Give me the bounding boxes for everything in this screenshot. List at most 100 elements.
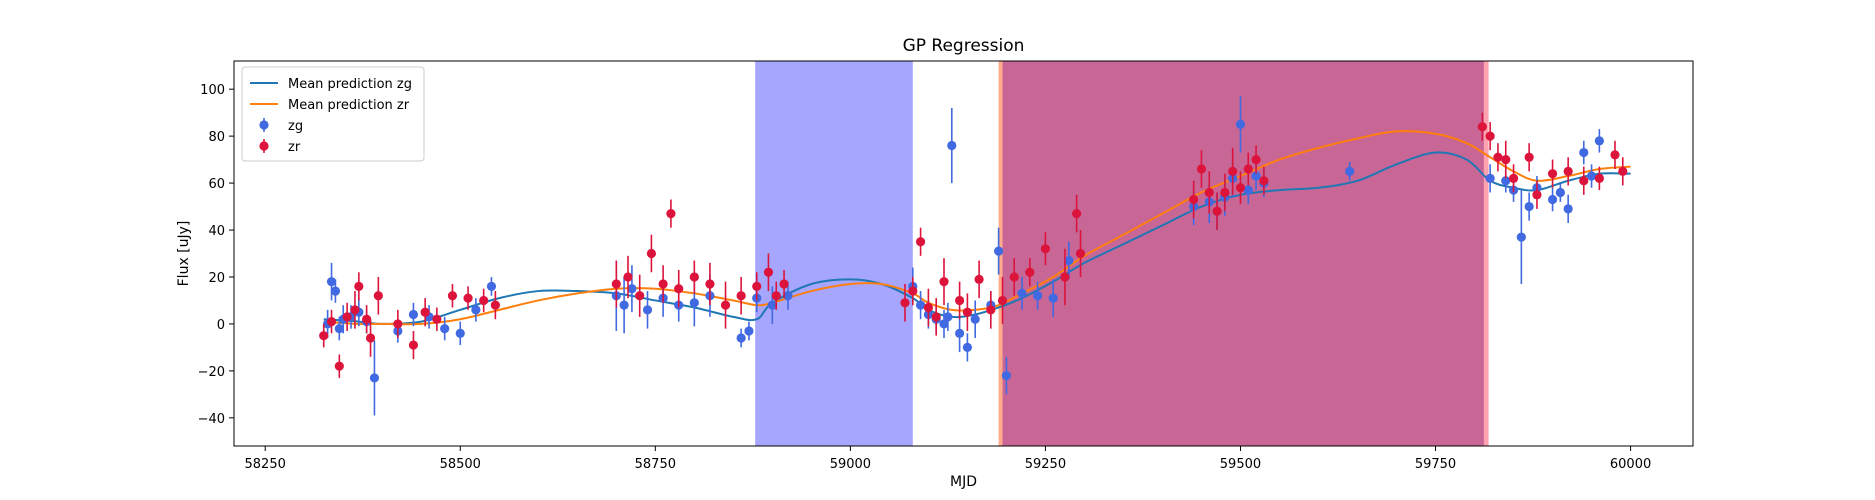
- data-point-zr: [666, 208, 676, 219]
- data-point-zr: [923, 302, 933, 313]
- data-point-zr: [1220, 187, 1230, 198]
- data-point-zg: [1579, 147, 1589, 158]
- legend-label: zg: [288, 119, 303, 134]
- chart-title: GP Regression: [903, 36, 1025, 56]
- x-tick-label: 59250: [1025, 457, 1066, 472]
- data-point-zg: [947, 140, 957, 151]
- data-point-zr: [1025, 267, 1035, 277]
- data-point-zr: [1040, 244, 1051, 254]
- data-point-zr: [1610, 150, 1620, 160]
- data-point-zr: [771, 291, 781, 301]
- data-point-zg: [994, 246, 1004, 256]
- data-point-zr: [752, 281, 762, 291]
- data-point-zr: [986, 305, 996, 315]
- y-tick-label: 80: [208, 130, 225, 145]
- x-tick-label: 58500: [440, 457, 481, 472]
- data-point-zr: [1075, 248, 1086, 259]
- shaded-region: [755, 61, 913, 446]
- data-point-zg: [1516, 232, 1526, 242]
- data-point-zr: [1243, 164, 1253, 174]
- data-point-zg: [1501, 176, 1511, 186]
- data-point-zr: [1594, 173, 1604, 183]
- data-point-zr: [908, 286, 918, 296]
- data-point-zr: [939, 277, 949, 287]
- legend-box: [241, 66, 425, 162]
- data-point-zr: [1212, 206, 1222, 216]
- y-tick-label: 100: [200, 83, 225, 98]
- data-point-zg: [1555, 187, 1565, 198]
- data-point-zr: [954, 295, 965, 306]
- data-point-zr: [705, 279, 715, 289]
- data-point-zr: [1532, 190, 1542, 200]
- y-tick-label: −20: [198, 365, 225, 380]
- shaded-region: [1002, 61, 1484, 446]
- data-point-zr: [1072, 208, 1082, 219]
- data-point-zg: [369, 373, 380, 383]
- data-point-zr: [490, 300, 500, 310]
- data-point-zr: [1204, 187, 1214, 198]
- data-point-zg: [486, 281, 497, 291]
- data-point-zr: [931, 312, 941, 322]
- data-point-zg: [689, 298, 699, 308]
- legend-swatch-marker: [259, 120, 269, 130]
- data-point-zg: [1243, 185, 1253, 195]
- data-point-zr: [658, 279, 668, 289]
- data-point-zr: [1579, 176, 1589, 186]
- data-point-zr: [354, 281, 364, 291]
- data-point-zr: [962, 307, 973, 317]
- data-point-zr: [674, 284, 684, 294]
- data-point-zr: [1196, 164, 1207, 174]
- x-axis-ticks: 58250 58500 58750 59000 59250 59500 59750 60000: [245, 446, 1651, 472]
- x-tick-label: 59000: [830, 457, 871, 472]
- data-point-zr: [915, 237, 926, 247]
- data-point-zg: [619, 300, 629, 310]
- data-point-zg: [767, 300, 777, 310]
- data-point-zr: [1563, 166, 1573, 176]
- data-point-zr: [623, 272, 633, 282]
- data-point-zr: [1259, 176, 1269, 186]
- data-point-zr: [463, 293, 473, 303]
- data-point-zr: [408, 340, 419, 350]
- data-point-zg: [455, 328, 465, 338]
- legend-label: Mean prediction zr: [288, 98, 410, 113]
- data-point-zr: [432, 314, 442, 324]
- data-point-zg: [1235, 119, 1246, 129]
- data-point-zr: [342, 312, 352, 322]
- data-points: [319, 96, 1628, 416]
- data-point-zr: [1189, 194, 1199, 205]
- data-point-zg: [943, 312, 953, 322]
- data-point-zr: [1508, 173, 1519, 183]
- data-point-zr: [611, 279, 621, 289]
- data-point-zg: [326, 277, 337, 287]
- data-point-zg: [939, 319, 949, 329]
- data-point-zr: [1235, 183, 1246, 193]
- shaded-region: [1483, 61, 1489, 446]
- data-point-zg: [1064, 255, 1074, 266]
- x-tick-label: 60000: [1610, 457, 1651, 472]
- data-point-zg: [1048, 293, 1058, 303]
- y-tick-label: 60: [208, 177, 225, 192]
- data-point-zg: [1033, 291, 1043, 301]
- data-point-zr: [479, 295, 489, 306]
- data-point-zg: [334, 324, 344, 334]
- data-point-zg: [1251, 171, 1261, 181]
- legend: Mean prediction zg Mean prediction zr zg zr: [241, 66, 425, 162]
- data-point-zr: [689, 272, 699, 282]
- shaded-regions: [755, 61, 1489, 446]
- y-tick-label: 20: [208, 271, 225, 286]
- data-point-zg: [1017, 288, 1027, 299]
- data-point-zr: [365, 333, 376, 343]
- y-tick-label: 0: [217, 318, 225, 333]
- data-point-zg: [1001, 370, 1012, 381]
- data-point-zg: [954, 328, 965, 338]
- data-point-zr: [393, 319, 403, 329]
- data-point-zg: [915, 300, 926, 310]
- data-point-zg: [471, 305, 481, 315]
- data-point-zg: [970, 314, 980, 324]
- data-point-zg: [1524, 201, 1534, 212]
- data-point-zr: [736, 291, 746, 301]
- data-point-zg: [440, 324, 450, 334]
- y-axis-ticks: −40 −20 0 20 40 60 80 100: [198, 83, 234, 427]
- data-point-zr: [1228, 166, 1238, 176]
